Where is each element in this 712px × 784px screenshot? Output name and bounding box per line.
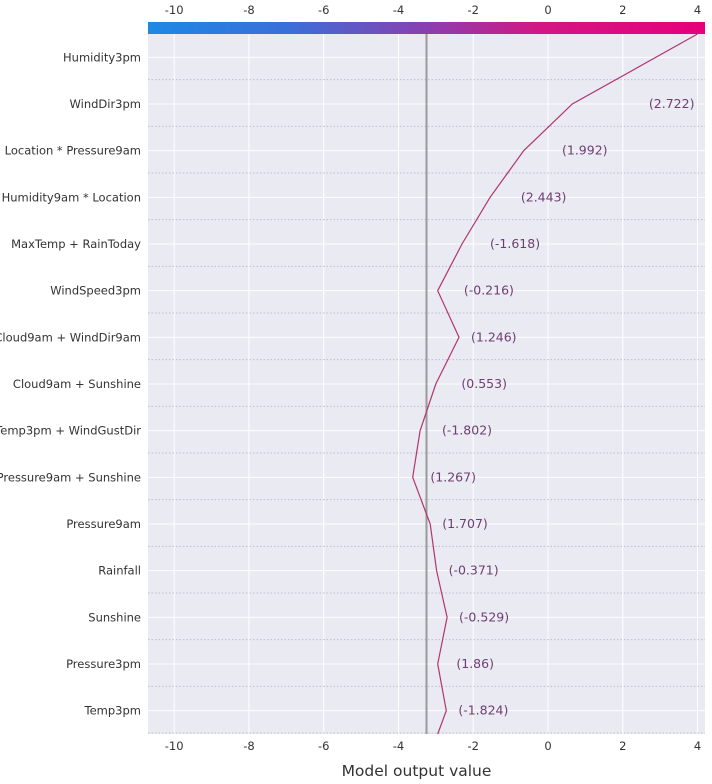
feature-value-label: (1.707) bbox=[442, 516, 488, 531]
feature-label: MaxTemp + RainToday bbox=[11, 237, 141, 251]
bottom-tick-label: -8 bbox=[243, 739, 254, 753]
bottom-tick-labels: -10 -8 -6 -4 -2 0 2 4 bbox=[165, 739, 701, 753]
feature-value-label: (-1.618) bbox=[490, 236, 540, 251]
feature-label: Humidity3pm bbox=[63, 50, 141, 64]
feature-label: WindDir3pm bbox=[70, 97, 142, 111]
feature-label: Temp3pm + WindGustDir bbox=[0, 424, 141, 438]
bottom-tick-label: 2 bbox=[619, 739, 626, 753]
bottom-tick-label: -10 bbox=[165, 739, 184, 753]
bottom-tick-label: -2 bbox=[467, 739, 478, 753]
feature-value-label: (1.246) bbox=[471, 329, 517, 344]
top-tick-label: -4 bbox=[393, 3, 404, 17]
feature-value-label: (2.443) bbox=[521, 189, 567, 204]
feature-label: Pressure9am + Sunshine bbox=[0, 470, 141, 484]
top-tick-label: -10 bbox=[165, 3, 184, 17]
colorbar bbox=[148, 22, 705, 34]
feature-label: Cloud9am + Sunshine bbox=[13, 377, 141, 391]
top-tick-label: -8 bbox=[243, 3, 254, 17]
feature-label: Pressure9am bbox=[66, 517, 141, 531]
feature-value-label: (-0.529) bbox=[459, 609, 509, 624]
feature-value-label: (-1.802) bbox=[442, 423, 492, 438]
feature-value-label: (-0.371) bbox=[449, 563, 499, 578]
bottom-tick-label: 0 bbox=[544, 739, 551, 753]
feature-labels: Humidity3pm WindDir3pm Location * Pressure… bbox=[0, 50, 141, 717]
feature-label: Location * Pressure9am bbox=[5, 144, 141, 158]
decision-path bbox=[412, 33, 698, 735]
bottom-tick-label: 4 bbox=[694, 739, 701, 753]
feature-label: WindSpeed3pm bbox=[50, 284, 141, 298]
feature-label: Pressure3pm bbox=[66, 657, 141, 671]
feature-label: Rainfall bbox=[98, 564, 141, 578]
feature-value-label: (-0.216) bbox=[464, 283, 514, 298]
feature-label: Humidity9am * Location bbox=[2, 190, 141, 204]
feature-label: Cloud9am + WindDir9am bbox=[0, 330, 141, 344]
top-tick-label: -6 bbox=[318, 3, 329, 17]
x-axis-title: Model output value bbox=[342, 762, 492, 780]
feature-value-labels: (1.824)(2.722)(1.992)(2.443)(-1.618)(-0.… bbox=[430, 49, 712, 717]
feature-label: Sunshine bbox=[88, 610, 141, 624]
feature-value-label: (2.722) bbox=[649, 96, 695, 111]
feature-value-label: (1.86) bbox=[456, 656, 494, 671]
feature-value-label: (1.267) bbox=[430, 469, 476, 484]
vertical-gridlines bbox=[173, 22, 699, 734]
bottom-tick-label: -6 bbox=[318, 739, 329, 753]
top-tick-labels: -10 -8 -6 -4 -2 0 2 4 bbox=[165, 3, 701, 17]
top-tick-label: 4 bbox=[694, 3, 701, 17]
feature-value-label: (1.992) bbox=[562, 143, 608, 158]
top-tick-label: -2 bbox=[467, 3, 478, 17]
feature-value-label: (-1.824) bbox=[458, 703, 508, 718]
feature-label: Temp3pm bbox=[84, 704, 141, 718]
bottom-tick-label: -4 bbox=[393, 739, 404, 753]
top-tick-label: 2 bbox=[619, 3, 626, 17]
top-tick-label: 0 bbox=[544, 3, 551, 17]
feature-value-label: (0.553) bbox=[461, 376, 507, 391]
